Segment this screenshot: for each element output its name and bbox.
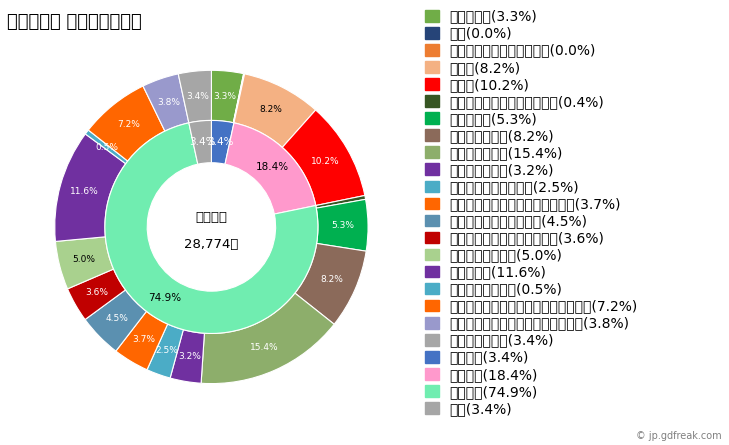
Text: 15.4%: 15.4% <box>251 343 279 352</box>
Text: 3.4%: 3.4% <box>207 137 234 147</box>
Wedge shape <box>316 195 366 208</box>
Wedge shape <box>178 70 211 123</box>
Text: 8.2%: 8.2% <box>260 105 283 114</box>
Wedge shape <box>211 70 243 123</box>
Text: 4.5%: 4.5% <box>106 314 129 324</box>
Text: 8.2%: 8.2% <box>321 275 343 284</box>
Text: 5.0%: 5.0% <box>72 255 95 264</box>
Text: 11.6%: 11.6% <box>70 187 99 196</box>
Wedge shape <box>201 293 334 384</box>
Wedge shape <box>85 130 128 164</box>
Text: 3.3%: 3.3% <box>214 92 236 101</box>
Text: 7.2%: 7.2% <box>117 120 140 129</box>
Wedge shape <box>85 290 147 351</box>
Wedge shape <box>68 269 125 320</box>
Text: 0.5%: 0.5% <box>95 143 118 152</box>
Wedge shape <box>170 330 204 383</box>
Text: 18.4%: 18.4% <box>256 162 289 172</box>
Wedge shape <box>189 121 211 164</box>
Wedge shape <box>55 134 125 242</box>
Text: 3.2%: 3.2% <box>178 352 201 361</box>
Text: 就業者数: 就業者数 <box>195 211 227 224</box>
Wedge shape <box>295 243 366 324</box>
Text: 3.4%: 3.4% <box>189 137 216 147</box>
Wedge shape <box>147 324 183 378</box>
Legend: 農業，林業(3.3%), 漁業(0.0%), 鉱業，採石業，砂利採取業(0.0%), 建設業(8.2%), 製造業(10.2%), 電気・ガス・熱供給・水道業(: 農業，林業(3.3%), 漁業(0.0%), 鉱業，採石業，砂利採取業(0.0%… <box>422 7 641 419</box>
Text: 3.8%: 3.8% <box>157 98 180 107</box>
Wedge shape <box>116 312 168 370</box>
Text: 3.4%: 3.4% <box>186 92 208 101</box>
Text: 3.6%: 3.6% <box>86 288 109 297</box>
Text: 2.5%: 2.5% <box>155 346 179 355</box>
Wedge shape <box>316 199 368 251</box>
Text: ２０２０年 白井市の就業者: ２０２０年 白井市の就業者 <box>7 13 142 31</box>
Wedge shape <box>282 110 364 206</box>
Wedge shape <box>234 74 316 147</box>
Wedge shape <box>55 237 114 289</box>
Wedge shape <box>88 86 165 161</box>
Text: © jp.gdfreak.com: © jp.gdfreak.com <box>636 431 722 441</box>
Wedge shape <box>211 121 234 164</box>
Wedge shape <box>143 74 189 131</box>
Wedge shape <box>105 123 318 333</box>
Wedge shape <box>233 74 244 123</box>
Text: 28,774人: 28,774人 <box>184 238 238 251</box>
Text: 10.2%: 10.2% <box>311 157 340 166</box>
Wedge shape <box>233 74 245 123</box>
Text: 3.7%: 3.7% <box>132 336 155 344</box>
Text: 5.3%: 5.3% <box>332 221 354 230</box>
Text: 74.9%: 74.9% <box>148 293 182 303</box>
Wedge shape <box>225 123 316 214</box>
